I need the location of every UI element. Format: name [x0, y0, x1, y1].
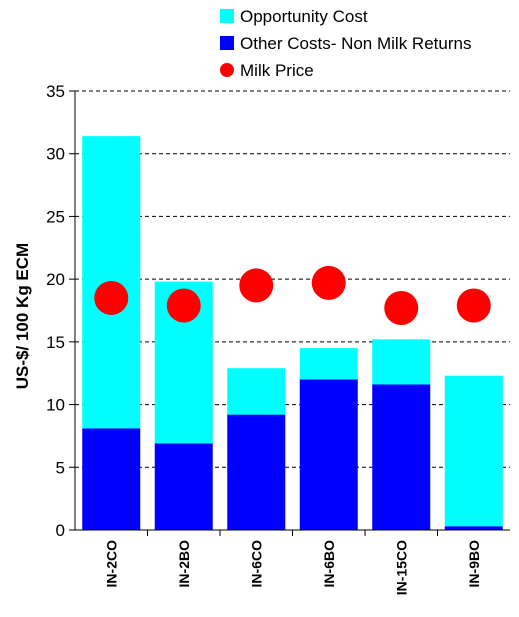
milk-price-marker — [239, 268, 274, 303]
milk-price-marker — [94, 280, 129, 315]
legend-item: Opportunity Cost — [220, 7, 368, 26]
bar-opportunity-cost — [372, 339, 431, 385]
legend-swatch — [220, 9, 234, 23]
y-tick-label: 0 — [56, 521, 65, 540]
milk-price-marker — [456, 288, 491, 323]
x-category-label: IN-2CO — [103, 540, 119, 588]
y-tick-label: 20 — [46, 270, 65, 289]
bar-other-costs — [444, 526, 503, 530]
legend-swatch — [220, 63, 234, 77]
bar-other-costs — [154, 443, 213, 530]
x-category-labels: IN-2CO IN-2BO IN-6CO IN-6BO IN-15CO IN-9BO — [103, 540, 482, 595]
bar-opportunity-cost — [227, 368, 286, 415]
gridlines — [75, 90, 510, 468]
milk-price-marker — [166, 288, 201, 323]
bar-opportunity-cost — [299, 348, 358, 380]
bar-other-costs — [372, 384, 431, 530]
y-tick-label: 10 — [46, 396, 65, 415]
y-tick-label: 5 — [56, 458, 65, 477]
legend-label: Milk Price — [240, 61, 314, 80]
legend-swatch — [220, 36, 234, 50]
y-axis-title: US-$/ 100 Kg ECM — [13, 243, 32, 389]
milk-price-marker — [311, 265, 346, 300]
milk-price-markers — [94, 265, 491, 325]
x-category-label: IN-9BO — [466, 540, 482, 588]
y-tick-label: 35 — [46, 82, 65, 101]
bars — [82, 136, 503, 530]
legend-label: Other Costs- Non Milk Returns — [240, 34, 471, 53]
x-category-label: IN-6BO — [321, 540, 337, 588]
legend-label: Opportunity Cost — [240, 7, 368, 26]
bar-other-costs — [227, 414, 286, 530]
axes — [69, 90, 510, 536]
milk-price-marker — [384, 290, 419, 325]
y-tick-label: 25 — [46, 207, 65, 226]
bar-other-costs — [299, 379, 358, 530]
legend-item: Other Costs- Non Milk Returns — [220, 34, 471, 53]
x-category-label: IN-2BO — [176, 540, 192, 588]
y-tick-labels: 0 5 10 15 20 25 30 35 — [46, 82, 65, 540]
x-category-label: IN-15CO — [393, 540, 409, 595]
bar-other-costs — [82, 428, 141, 530]
y-tick-label: 30 — [46, 145, 65, 164]
legend: Opportunity Cost Other Costs- Non Milk Re… — [220, 7, 471, 80]
bar-opportunity-cost — [444, 375, 503, 527]
y-tick-label: 15 — [46, 333, 65, 352]
x-category-label: IN-6CO — [248, 540, 264, 588]
legend-item: Milk Price — [220, 61, 314, 80]
